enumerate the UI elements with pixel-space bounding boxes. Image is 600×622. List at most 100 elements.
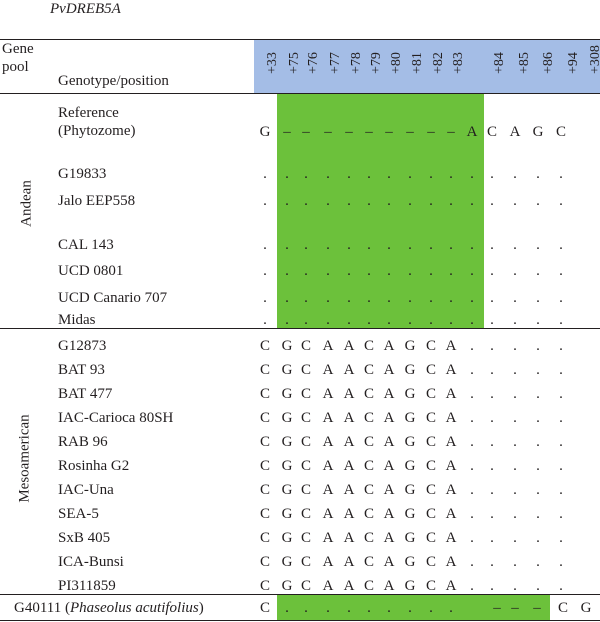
- sequence-cell: .: [347, 312, 351, 328]
- sequence-cell: C: [363, 458, 374, 474]
- rule-bottom: [0, 620, 600, 621]
- sequence-cell: .: [536, 193, 540, 209]
- sequence-cell: .: [513, 410, 517, 426]
- sequence-cell: .: [429, 290, 433, 306]
- sequence-cell: .: [408, 290, 412, 306]
- sequence-cell: .: [263, 263, 267, 279]
- sequence-cell: .: [490, 434, 494, 450]
- sequence-cell: G: [404, 362, 416, 378]
- sequence-cell: C: [363, 530, 374, 546]
- header-background: [254, 40, 600, 93]
- genotype-name: Reference (Phytozome): [58, 104, 135, 140]
- sequence-cell: C: [363, 362, 374, 378]
- genotype-name: UCD 0801: [58, 262, 123, 280]
- sequence-cell: C: [259, 458, 270, 474]
- sequence-cell: .: [470, 434, 474, 450]
- sequence-cell: .: [536, 482, 540, 498]
- sequence-cell: .: [387, 193, 391, 209]
- sequence-cell: .: [536, 263, 540, 279]
- genotype-name: CAL 143: [58, 236, 114, 254]
- genotype-name: SEA-5: [58, 505, 99, 523]
- position-header-label: +86: [541, 52, 556, 74]
- sequence-cell: .: [536, 237, 540, 253]
- sequence-cell: A: [322, 458, 334, 474]
- sequence-cell: .: [470, 554, 474, 570]
- sequence-cell: .: [347, 600, 351, 616]
- sequence-cell: .: [326, 600, 330, 616]
- sequence-cell: C: [363, 434, 374, 450]
- sequence-cell: C: [363, 482, 374, 498]
- sequence-cell: C: [300, 530, 311, 546]
- sequence-cell: C: [259, 362, 270, 378]
- sequence-cell: G: [404, 338, 416, 354]
- sequence-cell: .: [513, 166, 517, 182]
- header-gene-pool-line1: Gene: [2, 41, 34, 57]
- sequence-cell: G: [281, 506, 293, 522]
- sequence-cell: .: [513, 312, 517, 328]
- rule-top: [0, 39, 600, 40]
- genotype-name: ICA-Bunsi: [58, 553, 124, 571]
- sequence-cell: C: [300, 386, 311, 402]
- sequence-cell: .: [429, 166, 433, 182]
- sequence-cell: G: [281, 578, 293, 594]
- sequence-cell: A: [343, 482, 355, 498]
- sequence-cell: A: [445, 578, 457, 594]
- sequence-cell: .: [326, 237, 330, 253]
- sequence-cell: A: [343, 410, 355, 426]
- sequence-cell: .: [304, 237, 308, 253]
- last-row-label-suffix: ): [198, 600, 204, 616]
- sequence-cell: G: [404, 554, 416, 570]
- sequence-cell: A: [445, 506, 457, 522]
- genotype-name-line: IAC-Carioca 80SH: [58, 410, 174, 426]
- sequence-cell: A: [383, 434, 395, 450]
- genotype-name-line: G12873: [58, 338, 107, 354]
- sequence-cell: .: [536, 578, 540, 594]
- sequence-cell: G: [281, 530, 293, 546]
- sequence-cell: .: [536, 434, 540, 450]
- sequence-cell: –: [493, 600, 501, 616]
- sequence-cell: A: [445, 434, 457, 450]
- sequence-cell: A: [509, 124, 521, 140]
- sequence-cell: A: [383, 386, 395, 402]
- sequence-cell: .: [536, 410, 540, 426]
- sequence-cell: .: [367, 312, 371, 328]
- sequence-cell: A: [322, 410, 334, 426]
- sequence-cell: C: [259, 386, 270, 402]
- sequence-cell: C: [425, 386, 436, 402]
- sequence-cell: G: [404, 482, 416, 498]
- sequence-cell: .: [285, 166, 289, 182]
- sequence-cell: .: [490, 506, 494, 522]
- sequence-cell: .: [513, 506, 517, 522]
- sequence-cell: C: [259, 578, 270, 594]
- sequence-cell: .: [347, 166, 351, 182]
- sequence-cell: A: [322, 554, 334, 570]
- sequence-cell: .: [513, 362, 517, 378]
- sequence-cell: .: [513, 193, 517, 209]
- position-header: +81: [401, 42, 425, 92]
- genotype-name: Jalo EEP558: [58, 192, 135, 210]
- genotype-name: G12873: [58, 337, 106, 355]
- sequence-cell: .: [513, 386, 517, 402]
- sequence-cell: A: [343, 434, 355, 450]
- sequence-cell: G: [404, 506, 416, 522]
- sequence-cell: C: [425, 362, 436, 378]
- position-header: +84: [483, 42, 507, 92]
- sequence-cell: .: [490, 312, 494, 328]
- sequence-cell: .: [559, 362, 563, 378]
- sequence-cell: G: [404, 410, 416, 426]
- sequence-cell: .: [513, 434, 517, 450]
- sequence-cell: .: [490, 290, 494, 306]
- sequence-cell: .: [304, 290, 308, 306]
- genotype-name-line: (Phytozome): [58, 123, 136, 139]
- sequence-cell: C: [363, 578, 374, 594]
- sequence-cell: G: [281, 458, 293, 474]
- genotype-name: Midas: [58, 311, 96, 329]
- sequence-cell: A: [383, 554, 395, 570]
- sequence-cell: .: [408, 237, 412, 253]
- sequence-cell: .: [490, 554, 494, 570]
- sequence-cell: A: [343, 386, 355, 402]
- sequence-cell: .: [559, 434, 563, 450]
- sequence-cell: .: [408, 263, 412, 279]
- sequence-cell: .: [367, 237, 371, 253]
- sequence-cell: A: [445, 386, 457, 402]
